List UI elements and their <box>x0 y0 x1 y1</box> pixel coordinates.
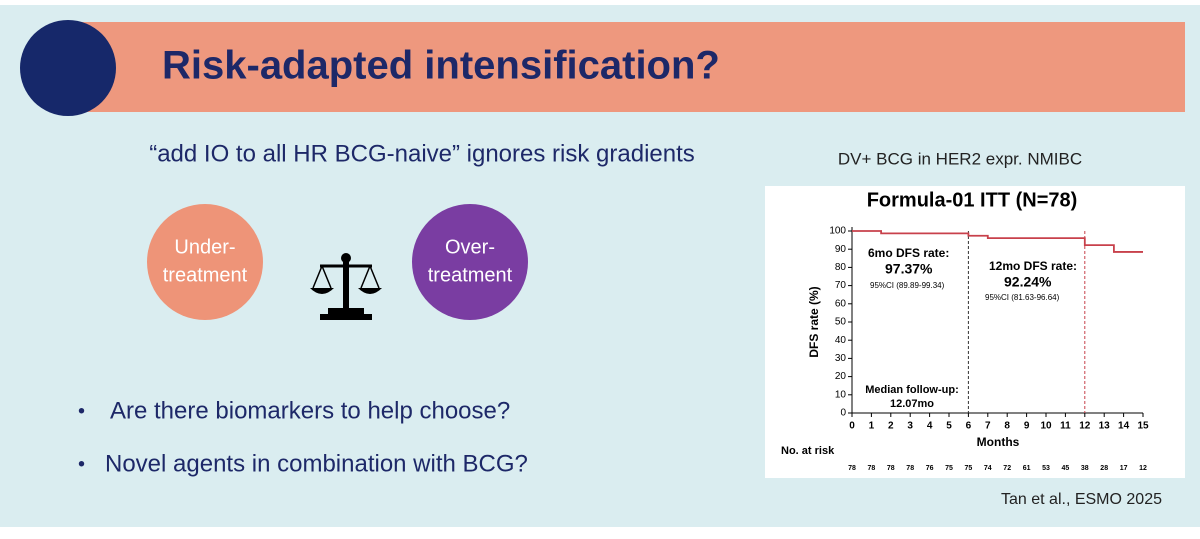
risk-value: 12 <box>1139 465 1147 472</box>
risk-value: 78 <box>848 465 856 472</box>
risk-value: 75 <box>945 465 953 472</box>
x-tick-label: 9 <box>1024 421 1030 432</box>
x-tick-label: 5 <box>946 421 952 432</box>
chart-title: Formula-01 ITT (N=78) <box>867 189 1078 211</box>
risk-value: 74 <box>984 465 992 472</box>
x-tick-label: 15 <box>1137 421 1149 432</box>
slide-title: Risk-adapted intensification? <box>162 44 720 88</box>
x-tick-label: 3 <box>907 421 913 432</box>
y-tick-label: 40 <box>835 335 847 346</box>
x-tick-label: 1 <box>869 421 875 432</box>
y-axis-label: DFS rate (%) <box>807 286 821 357</box>
x-tick-label: 6 <box>966 421 972 432</box>
risk-value: 78 <box>906 465 914 472</box>
annotation: 12.07mo <box>890 398 934 410</box>
circle-label: treatment <box>163 264 248 286</box>
risk-value: 61 <box>1023 465 1031 472</box>
annotation: Median follow-up: <box>865 384 958 396</box>
title-dot <box>20 20 116 116</box>
km-curve <box>852 230 1143 253</box>
circle-label: treatment <box>428 264 513 286</box>
title-banner <box>62 22 1185 112</box>
y-tick-label: 0 <box>840 408 846 419</box>
y-tick-label: 20 <box>835 371 847 382</box>
subtitle: “add IO to all HR BCG-naive” ignores ris… <box>149 140 695 167</box>
x-tick-label: 10 <box>1040 421 1052 432</box>
x-axis-label: Months <box>977 435 1020 449</box>
over-circle <box>412 204 528 320</box>
circle-label: Under- <box>174 236 235 258</box>
under-circle <box>147 204 263 320</box>
y-tick-label: 30 <box>835 353 847 364</box>
bullet-dot: • <box>78 453 85 475</box>
y-tick-label: 70 <box>835 280 847 291</box>
risk-value: 76 <box>926 465 934 472</box>
annotation: 97.37% <box>885 261 933 277</box>
x-tick-label: 0 <box>849 421 855 432</box>
x-tick-label: 13 <box>1099 421 1111 432</box>
chart-caption: DV+ BCG in HER2 expr. NMIBC <box>838 149 1082 168</box>
x-tick-label: 8 <box>1004 421 1010 432</box>
risk-value: 28 <box>1100 465 1108 472</box>
risk-value: 17 <box>1120 465 1128 472</box>
x-tick-label: 7 <box>985 421 991 432</box>
x-tick-label: 2 <box>888 421 894 432</box>
y-tick-label: 60 <box>835 298 847 309</box>
x-tick-label: 4 <box>927 421 933 432</box>
x-tick-label: 12 <box>1079 421 1091 432</box>
circle-label: Over- <box>445 236 495 258</box>
chart-panel <box>765 186 1185 478</box>
risk-value: 75 <box>965 465 973 472</box>
y-tick-label: 100 <box>829 226 846 237</box>
x-tick-label: 11 <box>1060 421 1071 432</box>
risk-value: 53 <box>1042 465 1050 472</box>
annotation: 95%CI (89.89-99.34) <box>870 281 945 290</box>
y-tick-label: 10 <box>835 389 847 400</box>
annotation: 95%CI (81.63-96.64) <box>985 293 1060 302</box>
y-tick-label: 80 <box>835 262 847 273</box>
bullet-dot: • <box>78 400 85 422</box>
bullet: Are there biomarkers to help choose? <box>110 397 510 424</box>
annotation: 12mo DFS rate: <box>989 259 1077 273</box>
y-tick-label: 90 <box>835 244 847 255</box>
risk-value: 78 <box>868 465 876 472</box>
risk-value: 72 <box>1003 465 1011 472</box>
chart: Formula-01 ITT (N=78) DFS rate (%) Month… <box>765 186 1185 478</box>
risk-value: 78 <box>887 465 895 472</box>
annotation: 92.24% <box>1004 274 1052 290</box>
scale-icon <box>310 253 382 320</box>
bullet: Novel agents in combination with BCG? <box>105 450 528 477</box>
risk-value: 38 <box>1081 465 1089 472</box>
annotation: 6mo DFS rate: <box>868 246 949 260</box>
y-tick-label: 50 <box>835 317 847 328</box>
risk-label: No. at risk <box>781 445 835 457</box>
source: Tan et al., ESMO 2025 <box>1001 491 1162 508</box>
risk-value: 45 <box>1062 465 1070 472</box>
x-tick-label: 14 <box>1118 421 1130 432</box>
